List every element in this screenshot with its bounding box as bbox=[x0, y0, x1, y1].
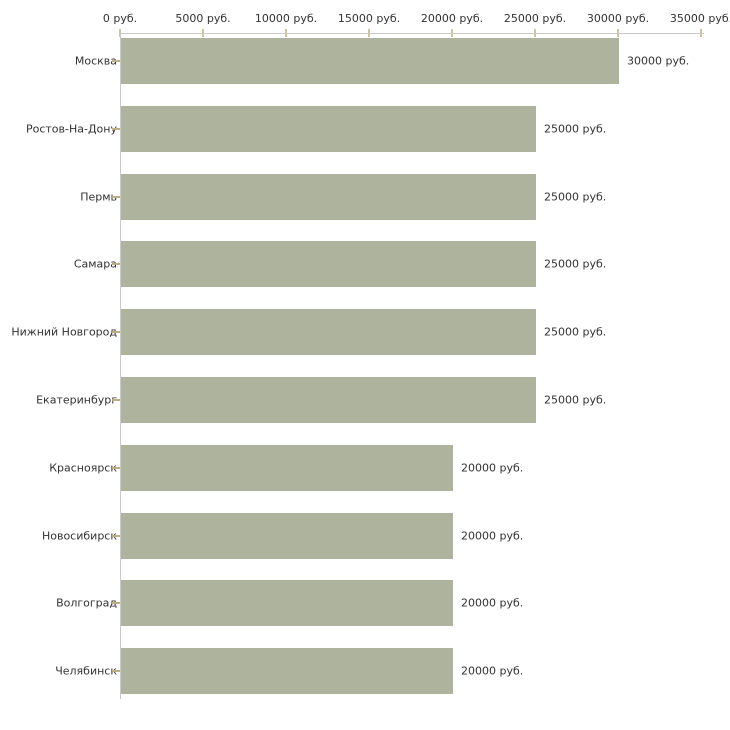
value-label: 20000 руб. bbox=[461, 529, 524, 543]
bar bbox=[121, 174, 536, 220]
y-tick-mark bbox=[112, 602, 120, 604]
value-label: 25000 руб. bbox=[544, 122, 607, 136]
category-label: Челябинск bbox=[55, 664, 117, 678]
value-label: 25000 руб. bbox=[544, 190, 607, 204]
category-label: Пермь bbox=[80, 190, 117, 204]
y-tick-mark bbox=[112, 535, 120, 537]
y-axis-line bbox=[120, 33, 121, 699]
bar bbox=[121, 377, 536, 423]
y-tick-mark bbox=[112, 60, 120, 62]
chart-row: Ростов-На-Дону 25000 руб. bbox=[0, 106, 730, 152]
x-tick-label: 15000 руб. bbox=[337, 12, 401, 25]
chart-row: Екатеринбург 25000 руб. bbox=[0, 377, 730, 423]
chart-row: Нижний Новгород 25000 руб. bbox=[0, 309, 730, 355]
x-tick-label: 20000 руб. bbox=[420, 12, 484, 25]
category-label: Нижний Новгород bbox=[11, 325, 117, 339]
x-tick-label: 35000 руб. bbox=[669, 12, 730, 25]
y-tick-mark bbox=[112, 399, 120, 401]
y-tick-mark bbox=[112, 331, 120, 333]
value-label: 20000 руб. bbox=[461, 596, 524, 610]
x-tick-label: 25000 руб. bbox=[503, 12, 567, 25]
y-tick-mark bbox=[112, 196, 120, 198]
chart-row: Москва 30000 руб. bbox=[0, 38, 730, 84]
x-tick-label: 30000 руб. bbox=[586, 12, 650, 25]
value-label: 25000 руб. bbox=[544, 257, 607, 271]
x-tick-label: 10000 руб. bbox=[254, 12, 318, 25]
category-label: Новосибирск bbox=[41, 529, 117, 543]
category-label: Красноярск bbox=[49, 461, 117, 475]
value-label: 20000 руб. bbox=[461, 461, 524, 475]
y-tick-mark bbox=[112, 467, 120, 469]
chart-row: Челябинск 20000 руб. bbox=[0, 648, 730, 694]
y-tick-mark bbox=[112, 263, 120, 265]
value-label: 20000 руб. bbox=[461, 664, 524, 678]
x-axis-line bbox=[120, 33, 704, 34]
y-tick-mark bbox=[112, 670, 120, 672]
bar bbox=[121, 513, 453, 559]
bar bbox=[121, 309, 536, 355]
x-tick-label: 0 руб. bbox=[102, 12, 138, 25]
category-label: Самара bbox=[73, 257, 117, 271]
category-label: Волгоград bbox=[56, 596, 117, 610]
chart-row: Пермь 25000 руб. bbox=[0, 174, 730, 220]
chart-row: Красноярск 20000 руб. bbox=[0, 445, 730, 491]
category-label: Москва bbox=[74, 54, 117, 68]
y-tick-mark bbox=[112, 128, 120, 130]
chart-row: Волгоград 20000 руб. bbox=[0, 580, 730, 626]
value-label: 25000 руб. bbox=[544, 325, 607, 339]
chart-row: Самара 25000 руб. bbox=[0, 241, 730, 287]
category-label: Ростов-На-Дону bbox=[25, 122, 117, 136]
bar bbox=[121, 648, 453, 694]
bar bbox=[121, 445, 453, 491]
chart-row: Новосибирск 20000 руб. bbox=[0, 513, 730, 559]
value-label: 25000 руб. bbox=[544, 393, 607, 407]
x-tick-label: 5000 руб. bbox=[175, 12, 231, 25]
bar bbox=[121, 580, 453, 626]
bar bbox=[121, 38, 619, 84]
value-label: 30000 руб. bbox=[627, 54, 690, 68]
category-label: Екатеринбург bbox=[36, 393, 117, 407]
bar bbox=[121, 106, 536, 152]
bar bbox=[121, 241, 536, 287]
